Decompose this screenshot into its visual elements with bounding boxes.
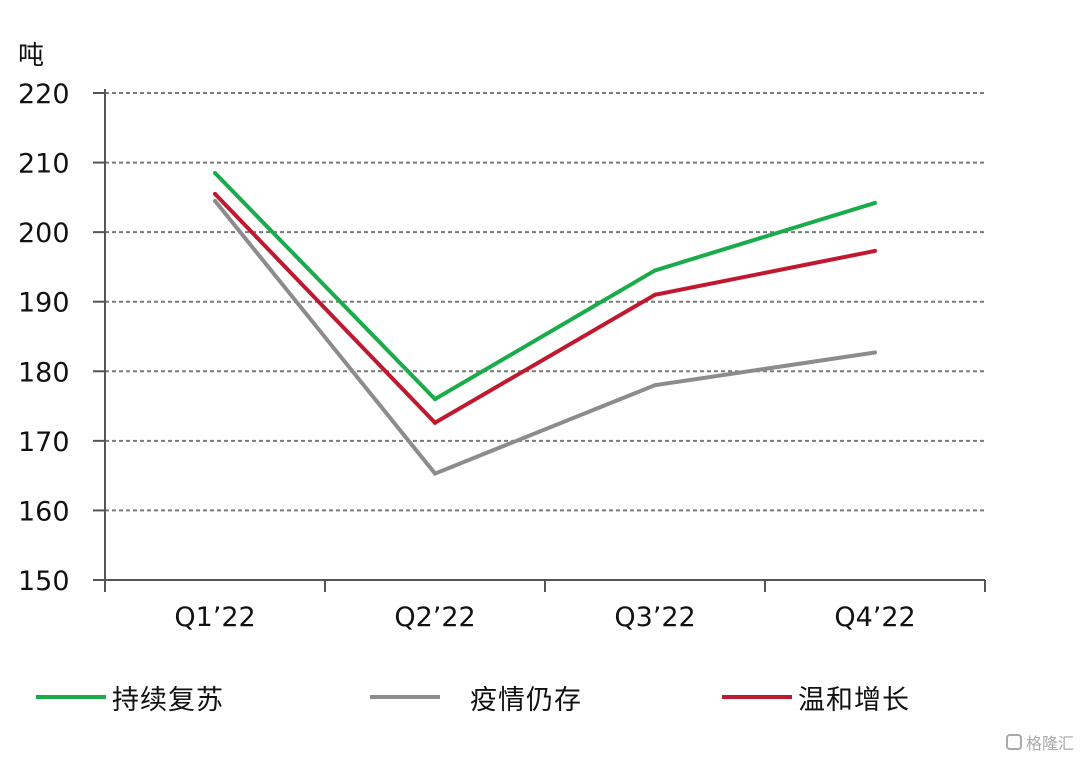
data-point-series-2-4 bbox=[873, 350, 877, 355]
legend: 持续复苏 疫情仍存 温和增长 bbox=[0, 672, 1080, 722]
legend-label-series-1: 持续复苏 bbox=[112, 684, 224, 716]
legend-item-series-1: 持续复苏 bbox=[36, 672, 224, 722]
legend-swatch-series-3 bbox=[722, 695, 792, 699]
x-tick-label-4: Q4’22 bbox=[834, 602, 915, 633]
y-tick-label-170: 170 bbox=[18, 427, 70, 458]
legend-item-series-2: 疫情仍存 bbox=[370, 672, 582, 722]
data-point-series-1-3 bbox=[653, 268, 657, 273]
watermark: 格隆汇 bbox=[1005, 730, 1074, 754]
y-tick-labels: 150 160 170 180 190 200 210 220 bbox=[18, 79, 70, 597]
data-point-series-2-1 bbox=[213, 198, 217, 203]
data-point-series-2-3 bbox=[653, 383, 657, 388]
legend-label-series-2: 疫情仍存 bbox=[470, 684, 582, 716]
series-line-1 bbox=[213, 171, 876, 402]
x-tick-label-3: Q3’22 bbox=[614, 602, 695, 633]
data-point-series-1-1 bbox=[213, 171, 217, 176]
series-line-2 bbox=[213, 199, 876, 476]
legend-swatch-series-1 bbox=[36, 695, 106, 699]
chart-canvas: 吨 150 160 170 180 190 200 210 220 Q1’22 Q2’22 Q3’… bbox=[18, 41, 986, 633]
y-tick-label-220: 220 bbox=[18, 79, 70, 110]
x-tick-label-2: Q2’22 bbox=[394, 602, 475, 633]
y-tick-label-150: 150 bbox=[18, 566, 70, 597]
series-line-3 bbox=[213, 192, 876, 426]
data-point-series-2-2 bbox=[433, 471, 437, 476]
data-point-series-1-2 bbox=[433, 397, 437, 402]
gridlines bbox=[105, 92, 985, 512]
data-point-series-3-1 bbox=[213, 191, 217, 196]
x-tick-label-1: Q1’22 bbox=[174, 602, 255, 633]
data-point-series-1-4 bbox=[873, 200, 877, 205]
y-tick-label-200: 200 bbox=[18, 218, 70, 249]
watermark-text: 格隆汇 bbox=[1025, 734, 1074, 753]
y-tick-label-180: 180 bbox=[18, 357, 70, 388]
y-tick-label-190: 190 bbox=[18, 288, 70, 319]
series-lines bbox=[213, 171, 877, 476]
axes bbox=[93, 89, 986, 592]
data-point-series-3-4 bbox=[873, 248, 877, 253]
legend-item-series-3: 温和增长 bbox=[722, 672, 910, 722]
legend-label-series-3: 温和增长 bbox=[798, 684, 910, 716]
watermark-logo-icon bbox=[1005, 734, 1022, 750]
y-axis-unit-label: 吨 bbox=[18, 41, 44, 71]
data-point-series-3-3 bbox=[653, 292, 657, 297]
data-point-series-3-2 bbox=[433, 420, 437, 425]
x-tick-labels: Q1’22 Q2’22 Q3’22 Q4’22 bbox=[174, 602, 915, 633]
legend-swatch-series-2 bbox=[370, 695, 440, 699]
y-tick-label-210: 210 bbox=[18, 149, 70, 180]
y-tick-label-160: 160 bbox=[18, 496, 70, 527]
